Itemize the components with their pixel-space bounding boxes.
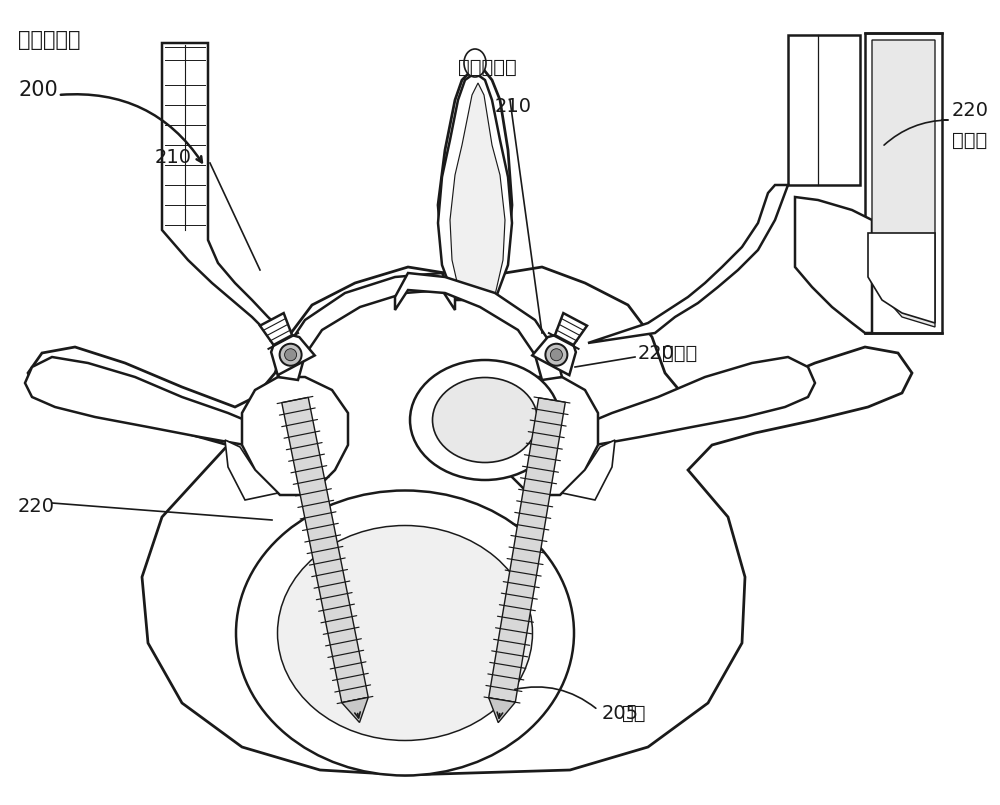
Polygon shape (868, 233, 935, 323)
Polygon shape (225, 440, 278, 500)
Polygon shape (588, 185, 788, 343)
Text: 椎弓根螺钉: 椎弓根螺钉 (458, 58, 517, 77)
Polygon shape (395, 273, 562, 380)
Polygon shape (450, 83, 505, 295)
Ellipse shape (464, 49, 486, 77)
Text: 驱动器: 驱动器 (952, 130, 987, 150)
Text: 210: 210 (495, 97, 532, 116)
Text: 210: 210 (155, 147, 192, 167)
Polygon shape (438, 75, 512, 300)
Text: 200: 200 (18, 80, 58, 100)
Text: 导向孔: 导向孔 (662, 344, 697, 362)
Polygon shape (872, 40, 935, 327)
Circle shape (280, 344, 302, 365)
Polygon shape (532, 335, 576, 375)
Polygon shape (242, 377, 348, 495)
Text: 220: 220 (18, 497, 55, 517)
Polygon shape (555, 313, 587, 345)
Polygon shape (489, 698, 515, 723)
Polygon shape (795, 197, 872, 333)
Polygon shape (489, 398, 565, 702)
Polygon shape (492, 377, 598, 495)
Ellipse shape (410, 360, 560, 480)
Polygon shape (278, 273, 455, 380)
Ellipse shape (432, 378, 538, 463)
Polygon shape (28, 67, 912, 775)
FancyArrowPatch shape (884, 120, 947, 145)
Polygon shape (342, 697, 368, 723)
Ellipse shape (278, 526, 532, 741)
Polygon shape (162, 43, 295, 347)
Circle shape (545, 344, 567, 365)
Polygon shape (271, 335, 315, 375)
Polygon shape (865, 33, 942, 333)
Text: 220: 220 (638, 344, 675, 362)
Text: 椎骨: 椎骨 (622, 704, 646, 723)
Polygon shape (282, 398, 368, 703)
Polygon shape (582, 357, 815, 445)
Text: 220: 220 (952, 101, 989, 119)
Text: 横断面视图: 横断面视图 (18, 30, 80, 50)
Circle shape (285, 349, 297, 361)
Polygon shape (25, 357, 258, 445)
Polygon shape (260, 313, 292, 345)
Polygon shape (788, 35, 860, 185)
Circle shape (550, 349, 562, 361)
Polygon shape (562, 440, 615, 500)
Text: 205: 205 (602, 704, 639, 723)
Ellipse shape (236, 490, 574, 775)
